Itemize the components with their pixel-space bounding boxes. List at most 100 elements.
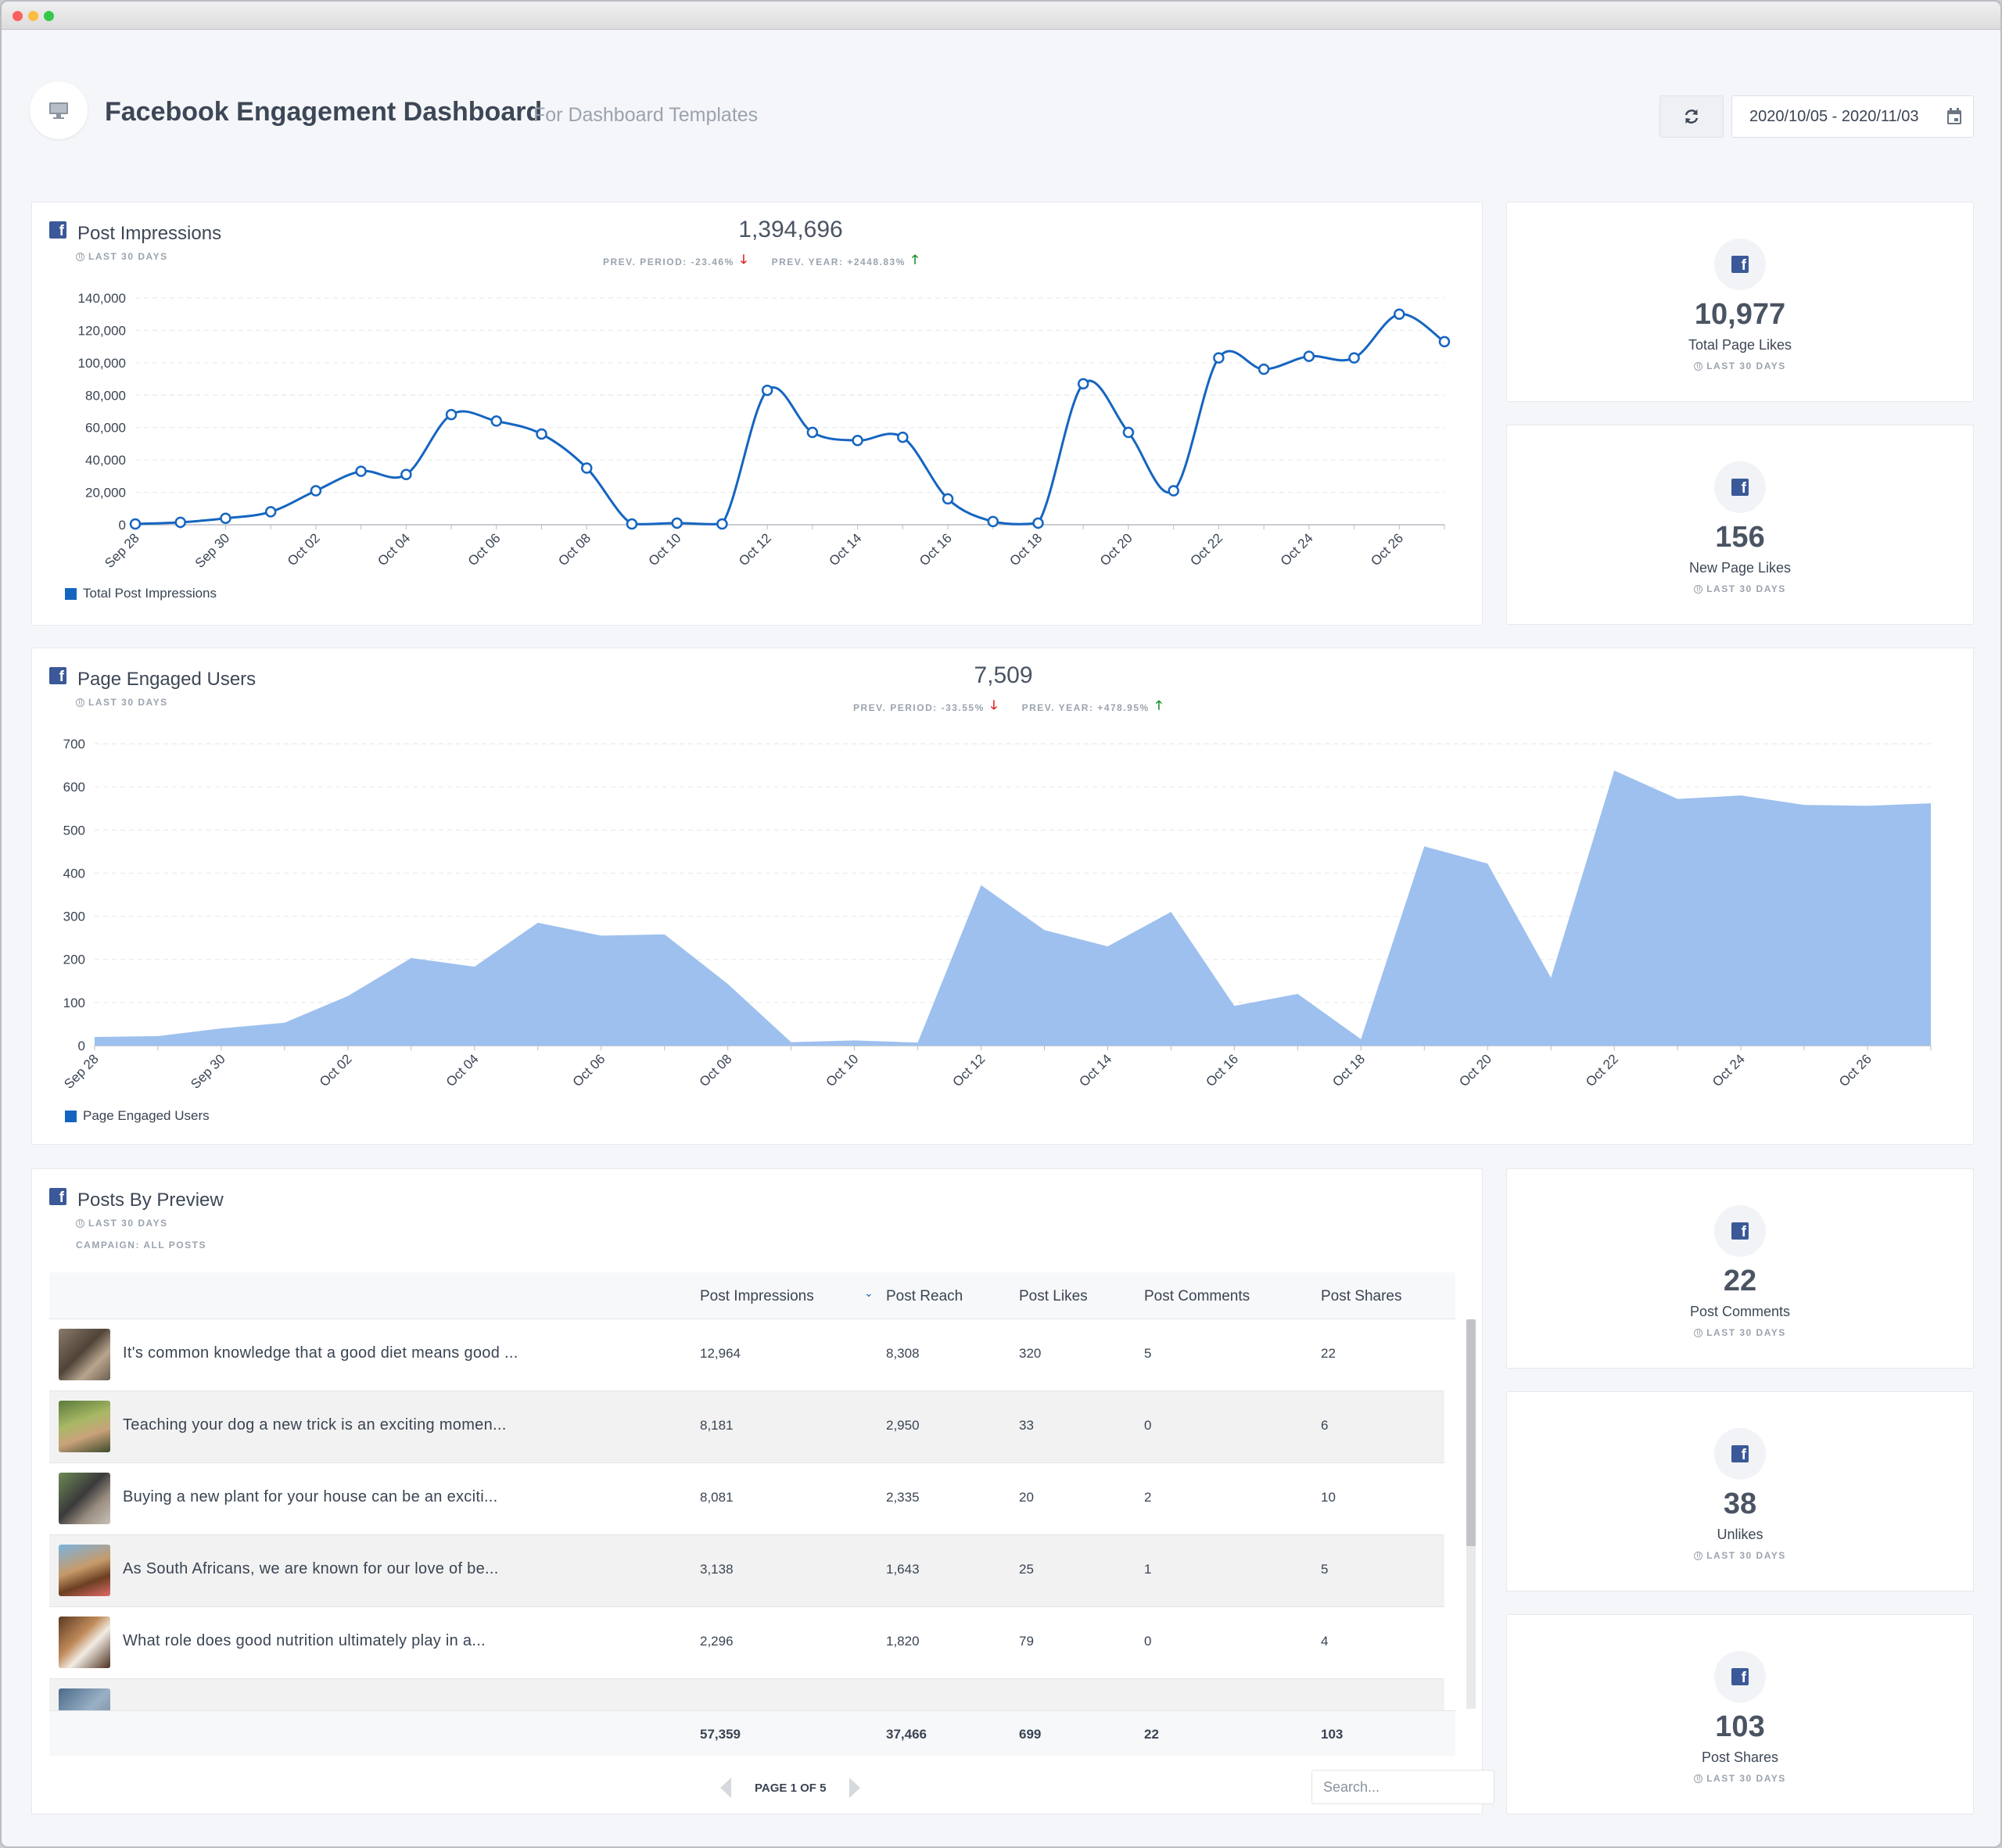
post-text: Teaching your dog a new trick is an exci…: [123, 1416, 507, 1434]
globe-icon: [1694, 1774, 1703, 1783]
table-row[interactable]: What role does good nutrition ultimately…: [49, 1607, 1444, 1679]
total-impressions: 57,359: [700, 1727, 741, 1742]
date-range-picker[interactable]: 2020/10/05 - 2020/11/03: [1731, 95, 1974, 138]
x-tick-label: Oct 06: [465, 530, 504, 569]
x-tick-label: Oct 12: [949, 1051, 988, 1089]
posts-by-preview-panel: f Posts By Preview LAST 30 DAYS CAMPAIGN…: [31, 1168, 1494, 1814]
minimize-window-icon[interactable]: [28, 11, 38, 21]
table-row[interactable]: Teaching your dog a new trick is an exci…: [49, 1391, 1444, 1463]
period-text: LAST 30 DAYS: [1706, 361, 1786, 371]
data-point[interactable]: [716, 518, 728, 530]
data-point[interactable]: [987, 515, 999, 528]
data-point[interactable]: [852, 435, 863, 447]
data-point[interactable]: [445, 408, 457, 421]
post-text: What role does good nutrition ultimately…: [123, 1632, 486, 1649]
data-point[interactable]: [310, 485, 322, 497]
column-header-reach[interactable]: Post Reach: [886, 1288, 963, 1304]
data-point[interactable]: [1394, 308, 1405, 320]
facebook-icon: f: [1731, 479, 1749, 496]
page-engaged-users-panel: f Page Engaged Users LAST 30 DAYS 7,509 …: [31, 648, 1974, 1145]
x-tick-label: Oct 02: [285, 530, 323, 569]
x-tick-label: Oct 26: [1836, 1051, 1875, 1089]
table-row[interactable]: It's common knowledge that a good diet m…: [49, 1319, 1444, 1391]
kpi-period: LAST 30 DAYS: [1507, 361, 1973, 371]
data-point[interactable]: [942, 493, 954, 505]
maximize-window-icon[interactable]: [44, 11, 54, 21]
table-row[interactable]: [49, 1679, 1444, 1710]
data-point[interactable]: [129, 518, 142, 530]
data-point[interactable]: [536, 428, 547, 440]
period-label: LAST 30 DAYS: [76, 251, 168, 262]
data-point[interactable]: [761, 384, 773, 397]
refresh-button[interactable]: [1659, 95, 1724, 138]
data-point[interactable]: [1258, 363, 1270, 375]
previous-page-button[interactable]: [720, 1778, 731, 1798]
search-input[interactable]: [1311, 1770, 1494, 1804]
total-value: 7,509: [974, 662, 1033, 688]
x-tick-label: Oct 10: [646, 530, 684, 569]
y-tick-label: 100,000: [78, 356, 126, 371]
data-point[interactable]: [1303, 350, 1315, 362]
y-tick-label: 140,000: [78, 291, 126, 306]
close-window-icon[interactable]: [13, 11, 23, 21]
window-titlebar: [2, 2, 2000, 30]
kpi-period: LAST 30 DAYS: [1507, 1327, 1973, 1338]
post-thumbnail: [59, 1401, 110, 1452]
data-point[interactable]: [1168, 485, 1179, 497]
prev-period-text: PREV. PERIOD: -23.46%: [603, 256, 734, 267]
table-row[interactable]: As South Africans, we are known for our …: [49, 1535, 1444, 1607]
next-page-button[interactable]: [849, 1778, 861, 1798]
data-point[interactable]: [580, 462, 593, 474]
data-point[interactable]: [1438, 336, 1451, 348]
cell-impressions: 3,138: [700, 1562, 734, 1577]
data-point[interactable]: [174, 516, 186, 529]
x-tick-label: Oct 18: [1329, 1051, 1368, 1089]
data-point[interactable]: [355, 465, 367, 477]
scrollbar-thumb[interactable]: [1466, 1319, 1476, 1546]
y-tick-label: 500: [63, 823, 85, 838]
cell-impressions: 8,181: [700, 1418, 734, 1433]
y-tick-label: 0: [119, 518, 126, 533]
data-point[interactable]: [806, 426, 819, 439]
x-tick-label: Oct 04: [443, 1051, 482, 1089]
column-header-impressions[interactable]: Post Impressions: [700, 1288, 814, 1304]
cell-shares: 22: [1321, 1346, 1336, 1361]
post-impressions-chart: 0 20,000 40,000 60,000 80,000 100,000 120,000 1…: [78, 291, 1451, 571]
data-point[interactable]: [1122, 426, 1135, 439]
x-tick-label: Sep 28: [102, 530, 142, 571]
data-point[interactable]: [1032, 517, 1044, 529]
y-tick-label: 0: [78, 1039, 85, 1053]
cell-comments: 2: [1144, 1490, 1152, 1505]
column-header-likes[interactable]: Post Likes: [1019, 1288, 1088, 1304]
data-point[interactable]: [490, 415, 503, 427]
y-tick-label: 300: [63, 910, 85, 924]
table-scrollbar[interactable]: [1466, 1319, 1476, 1709]
y-tick-label: 400: [63, 866, 85, 881]
data-point[interactable]: [626, 518, 638, 530]
data-point[interactable]: [671, 517, 683, 529]
data-point[interactable]: [400, 468, 412, 481]
data-point[interactable]: [1077, 378, 1089, 390]
data-point[interactable]: [897, 431, 909, 443]
data-point[interactable]: [264, 506, 277, 518]
legend-swatch: [65, 1110, 77, 1122]
period-text: LAST 30 DAYS: [88, 1218, 168, 1229]
panel-title: Post Impressions: [77, 223, 222, 244]
chart-legend[interactable]: Total Post Impressions: [65, 586, 217, 601]
kpi-value: 38: [1723, 1487, 1757, 1520]
facebook-icon: f: [49, 667, 66, 684]
post-text: As South Africans, we are known for our …: [123, 1560, 499, 1577]
x-tick-label: Sep 28: [61, 1051, 102, 1092]
chart-legend[interactable]: Page Engaged Users: [65, 1108, 210, 1124]
sort-descending-icon[interactable]: ⌄: [864, 1286, 874, 1299]
table-row[interactable]: Buying a new plant for your house can be…: [49, 1463, 1444, 1535]
column-header-shares[interactable]: Post Shares: [1321, 1288, 1402, 1304]
table-body: It's common knowledge that a good diet m…: [49, 1319, 1455, 1710]
data-point[interactable]: [220, 512, 231, 524]
data-point[interactable]: [1213, 352, 1225, 364]
page-engaged-users-chart: 0 100 200 300 400 500 600 700 Sep 28 Sep 30 Oct 02…: [61, 737, 1932, 1092]
column-header-comments[interactable]: Post Comments: [1144, 1288, 1250, 1304]
post-thumbnail: [59, 1688, 110, 1710]
data-point[interactable]: [1348, 352, 1360, 364]
